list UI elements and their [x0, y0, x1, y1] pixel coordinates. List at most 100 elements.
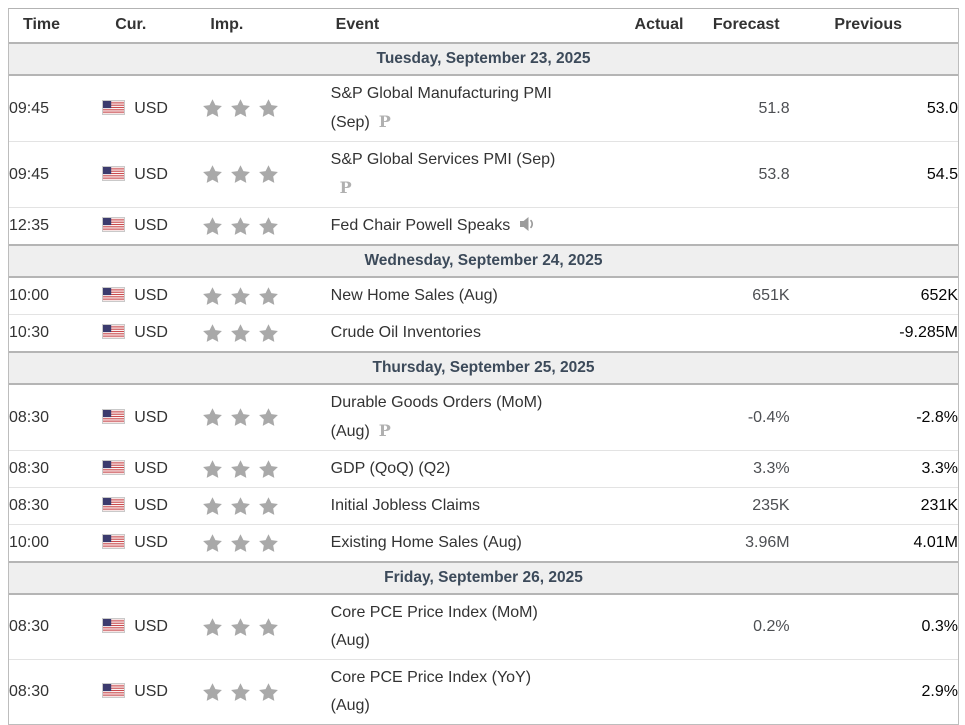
star-icon: [230, 164, 251, 184]
star-icon: [202, 682, 223, 702]
previous-value: 231K: [789, 487, 958, 525]
day-header-label: Thursday, September 25, 2025: [9, 351, 958, 385]
economic-calendar-table: Time Cur. Imp. Event Actual Forecast Pre…: [9, 9, 958, 724]
actual-value: [623, 141, 698, 208]
forecast-value: 3.96M: [697, 524, 790, 563]
star-icon: [230, 98, 251, 118]
event-name-link[interactable]: S&P Global Services PMI (Sep): [330, 151, 556, 168]
currency-label: USD: [134, 99, 168, 117]
currency-cell: USD: [102, 207, 203, 246]
currency-label: USD: [134, 618, 168, 635]
column-header-time: Time: [9, 9, 103, 43]
event-name-link[interactable]: Fed Chair Powell Speaks: [330, 217, 511, 234]
star-icon: [202, 407, 223, 427]
event-name-link[interactable]: Initial Jobless Claims: [330, 497, 481, 514]
event-cell: Core PCE Price Index (YoY) (Aug): [330, 659, 624, 724]
currency-label: USD: [134, 497, 168, 514]
star-icon: [202, 459, 223, 479]
importance-cell: [202, 75, 331, 142]
event-name-link[interactable]: Core PCE Price Index (YoY) (Aug): [330, 669, 532, 714]
column-header-currency: Cur.: [102, 9, 203, 43]
previous-value: 53.0: [789, 75, 958, 142]
currency-label: USD: [134, 165, 168, 183]
event-name-link[interactable]: New Home Sales (Aug): [330, 287, 498, 304]
event-name-link[interactable]: Existing Home Sales (Aug): [330, 534, 522, 551]
star-icon: [258, 286, 279, 306]
event-name-link[interactable]: Durable Goods Orders (MoM) (Aug): [330, 394, 543, 440]
importance-stars: [202, 533, 279, 553]
column-header-event: Event: [330, 9, 624, 43]
star-icon: [230, 286, 251, 306]
importance-cell: [202, 207, 331, 246]
event-name-link[interactable]: S&P Global Manufacturing PMI (Sep): [330, 85, 552, 131]
us-flag-icon: [102, 165, 126, 181]
us-flag-icon: [102, 683, 126, 699]
us-flag-icon: [102, 534, 126, 550]
star-icon: [230, 323, 251, 343]
event-row[interactable]: 12:35 USD Fed Chair Powell Speaks: [9, 207, 958, 246]
event-name-link[interactable]: Crude Oil Inventories: [330, 324, 481, 341]
star-icon: [258, 323, 279, 343]
actual-value: [623, 594, 698, 660]
preliminary-icon: P: [378, 112, 391, 131]
event-cell: New Home Sales (Aug): [330, 277, 624, 315]
preliminary-icon: P: [339, 178, 352, 197]
star-icon: [230, 533, 251, 553]
star-icon: [258, 164, 279, 184]
forecast-value: 651K: [697, 277, 790, 315]
event-cell: Initial Jobless Claims: [330, 487, 624, 525]
importance-stars: [202, 407, 279, 427]
currency-label: USD: [134, 287, 168, 304]
currency-label: USD: [134, 460, 168, 477]
event-row[interactable]: 08:30 USD Core PCE Price Index (YoY) (Aug)…: [9, 659, 958, 724]
star-icon: [258, 98, 279, 118]
star-icon: [230, 496, 251, 516]
previous-value: -9.285M: [789, 314, 958, 353]
event-row[interactable]: 08:30 USD Durable Goods Orders (MoM) (Aug)…: [9, 384, 958, 451]
forecast-value: 53.8: [697, 141, 790, 208]
event-row[interactable]: 08:30 USD Initial Jobless Claims 235K 231K: [9, 487, 958, 525]
star-icon: [258, 617, 279, 637]
currency-label: USD: [134, 534, 168, 551]
importance-cell: [202, 524, 331, 563]
event-cell: Crude Oil Inventories: [330, 314, 624, 353]
star-icon: [230, 617, 251, 637]
event-row[interactable]: 10:00 USD Existing Home Sales (Aug) 3.96M 4.…: [9, 524, 958, 563]
star-icon: [258, 682, 279, 702]
event-row[interactable]: 08:30 USD Core PCE Price Index (MoM) (Aug)…: [9, 594, 958, 660]
event-time: 08:30: [9, 450, 103, 488]
forecast-value: 235K: [697, 487, 790, 525]
event-row[interactable]: 10:30 USD Crude Oil Inventories -9.285M: [9, 314, 958, 353]
event-row[interactable]: 08:30 USD GDP (QoQ) (Q2) 3.3% 3.3%: [9, 450, 958, 488]
day-header-row: Friday, September 26, 2025: [9, 561, 958, 595]
event-row[interactable]: 09:45 USD S&P Global Manufacturing PMI (Se…: [9, 75, 958, 142]
currency-cell: USD: [102, 75, 203, 142]
importance-cell: [202, 594, 331, 660]
us-flag-icon: [102, 618, 126, 634]
importance-stars: [202, 617, 279, 637]
us-flag-icon: [102, 287, 126, 303]
importance-stars: [202, 496, 279, 516]
importance-stars: [202, 682, 279, 702]
forecast-value: 3.3%: [697, 450, 790, 488]
currency-cell: USD: [102, 594, 203, 660]
event-time: 08:30: [9, 659, 103, 724]
forecast-value: 0.2%: [697, 594, 790, 660]
star-icon: [230, 459, 251, 479]
day-header-row: Wednesday, September 24, 2025: [9, 244, 958, 278]
column-header-actual: Actual: [623, 9, 698, 43]
currency-cell: USD: [102, 450, 203, 488]
event-name-link[interactable]: Core PCE Price Index (MoM) (Aug): [330, 604, 538, 649]
event-name-link[interactable]: GDP (QoQ) (Q2): [330, 460, 451, 477]
star-icon: [258, 533, 279, 553]
event-time: 10:00: [9, 524, 103, 563]
currency-label: USD: [134, 217, 168, 234]
importance-cell: [202, 277, 331, 315]
event-row[interactable]: 10:00 USD New Home Sales (Aug) 651K 652K: [9, 277, 958, 315]
event-row[interactable]: 09:45 USD S&P Global Services PMI (Sep) P 53…: [9, 141, 958, 208]
star-icon: [258, 407, 279, 427]
importance-stars: [202, 323, 279, 343]
actual-value: [623, 277, 698, 315]
importance-stars: [202, 164, 279, 184]
star-icon: [202, 617, 223, 637]
